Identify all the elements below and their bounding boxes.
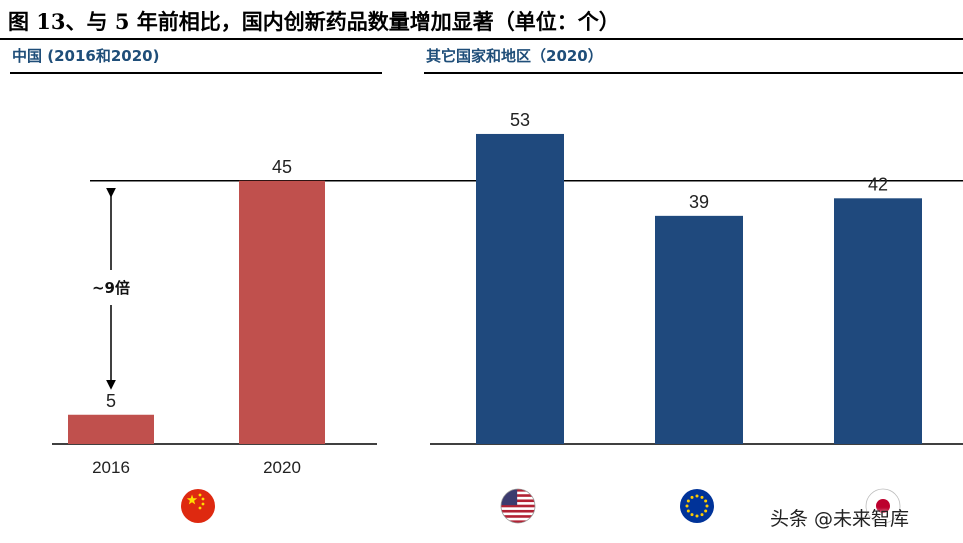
china-flag-small-star <box>201 497 205 501</box>
x-tick-label-2016: 2016 <box>92 458 130 477</box>
x-tick-label-2020: 2020 <box>263 458 301 477</box>
bar-japan <box>834 198 922 444</box>
value-label-eu: 39 <box>689 192 709 212</box>
value-label-china-2016: 5 <box>106 391 116 411</box>
eu-flag-star <box>704 509 708 513</box>
bar-eu <box>655 215 743 444</box>
us-flag-stripe <box>501 504 535 508</box>
us-flag-stripe <box>501 520 535 523</box>
japan-flag-sun <box>876 499 890 513</box>
value-label-china-2020: 45 <box>272 157 292 177</box>
eu-flag-star <box>690 495 694 499</box>
bar-us <box>476 133 564 444</box>
china-title-rule <box>10 72 382 74</box>
us-flag-stripe <box>501 489 535 492</box>
eu-flag-star <box>704 499 708 503</box>
value-label-japan: 42 <box>868 174 888 194</box>
eu-flag-star <box>705 504 709 508</box>
eu-flag-star <box>686 499 690 503</box>
china-chart-title: 中国 (2016和2020) <box>12 47 160 65</box>
eu-flag-field <box>680 489 714 523</box>
other-countries-chart: 53 39 42 <box>430 110 963 445</box>
china-flag-icon <box>181 489 215 523</box>
china-flag-small-star <box>201 502 205 506</box>
value-label-us: 53 <box>510 110 530 130</box>
china-flag-big-star <box>186 494 198 505</box>
eu-flag-star <box>685 504 689 508</box>
eu-flag-star <box>690 513 694 517</box>
china-chart: 5 2016 45 2020 ~9倍 <box>52 157 963 477</box>
us-flag-body <box>501 489 535 523</box>
eu-flag-star <box>695 494 699 498</box>
figure-title: 图 13、与 5 年前相比，国内创新药品数量增加显著（单位：个） <box>8 9 620 34</box>
eu-flag-star <box>686 509 690 513</box>
other-chart-title: 其它国家和地区（2020） <box>426 47 603 65</box>
us-flag-rim <box>500 488 536 524</box>
watermark: 头条 @未来智库 <box>770 508 910 530</box>
eu-flag-star <box>695 514 699 518</box>
china-flag-small-star <box>198 493 202 497</box>
bar-china-2020 <box>239 180 325 444</box>
other-title-rule <box>424 72 963 74</box>
annotation-label: ~9倍 <box>92 279 130 297</box>
china-flag-field <box>181 489 215 523</box>
us-flag-icon <box>500 488 536 524</box>
eu-flag-star <box>700 513 704 517</box>
us-flag-stripe <box>501 515 535 518</box>
us-flag-stripe <box>501 499 535 503</box>
us-flag-stripe <box>501 509 535 513</box>
china-flag-small-star <box>198 506 202 510</box>
flag-row <box>181 488 901 524</box>
title-rule <box>0 38 963 40</box>
us-flag-stripe <box>501 494 535 497</box>
eu-flag-icon <box>680 489 714 523</box>
eu-flag-star <box>700 495 704 499</box>
bar-china-2016 <box>68 414 154 444</box>
japan-flag-icon <box>865 488 901 524</box>
